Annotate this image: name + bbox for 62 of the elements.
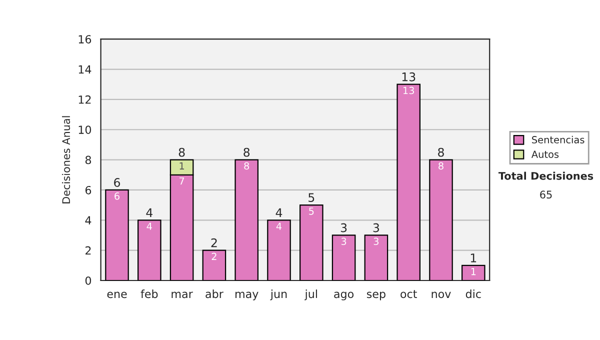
total-label: 1: [470, 254, 476, 262]
total-label: 4: [276, 208, 282, 217]
total-label: 8: [438, 148, 444, 157]
x-tick-label: nov: [432, 292, 451, 298]
x-tick-label: ago: [334, 292, 354, 300]
bar: [429, 159, 453, 280]
total-label: 5: [308, 193, 314, 202]
y-tick-label: 8: [85, 156, 92, 164]
data-label: 8: [244, 162, 250, 170]
bar: [396, 84, 420, 280]
bar: [105, 189, 129, 280]
data-label: 13: [403, 86, 414, 94]
total-label: 8: [178, 148, 185, 157]
total-label: 3: [373, 223, 380, 232]
total-label: 4: [146, 208, 152, 217]
bar: [462, 264, 486, 280]
text: 65: [540, 190, 552, 199]
data-label: 3: [341, 238, 346, 246]
x-tick-label: dic: [466, 290, 481, 298]
y-tick-label: 14: [78, 65, 92, 74]
y-tick-label: 6: [85, 186, 92, 194]
data-label: 8: [438, 162, 444, 170]
x-tick-label: feb: [140, 290, 158, 298]
x-tick-label: may: [236, 292, 258, 300]
bar: [364, 234, 388, 280]
x-tick-label: oct: [400, 290, 417, 298]
bar: [202, 250, 226, 280]
data-label: 6: [114, 192, 120, 200]
data-label: 4: [276, 222, 282, 230]
bar: [300, 204, 324, 280]
y-axis-title: Decisiones Anual: [62, 116, 70, 204]
y-tick-label: 0: [85, 276, 92, 285]
x-tick-label: sep: [366, 292, 386, 300]
x-tick-label: mar: [172, 292, 193, 298]
bar: [234, 159, 258, 280]
total-label: 6: [114, 178, 120, 187]
bar: [267, 220, 291, 280]
total-label: 8: [244, 148, 250, 157]
text: Total Decisiones: [498, 172, 594, 180]
data-label: 5: [309, 208, 314, 215]
data-label: 3: [374, 238, 379, 246]
y-tick-label: 4: [85, 216, 92, 224]
legend-label: Autos: [531, 150, 559, 158]
legend-label: Sentencias: [532, 136, 584, 144]
y-tick-label: 16: [78, 35, 92, 44]
total-label: 3: [340, 223, 347, 232]
x-tick-label: ene: [107, 292, 127, 298]
y-tick-label: 10: [78, 126, 92, 134]
x-tick-label: jul: [304, 290, 317, 300]
y-tick-label: 12: [78, 95, 91, 104]
bar: [138, 220, 162, 280]
x-tick-label: jun: [270, 290, 287, 300]
total-label: 2: [211, 238, 217, 248]
data-label: 1: [180, 162, 184, 170]
data-label: 4: [146, 222, 152, 230]
data-label: 2: [212, 252, 216, 260]
bar: [332, 234, 356, 280]
data-label: 7: [180, 177, 184, 185]
data-label: 1: [471, 268, 476, 276]
x-tick-label: abr: [206, 290, 224, 298]
y-tick-label: 2: [86, 246, 91, 255]
total-label: 13: [402, 72, 416, 82]
